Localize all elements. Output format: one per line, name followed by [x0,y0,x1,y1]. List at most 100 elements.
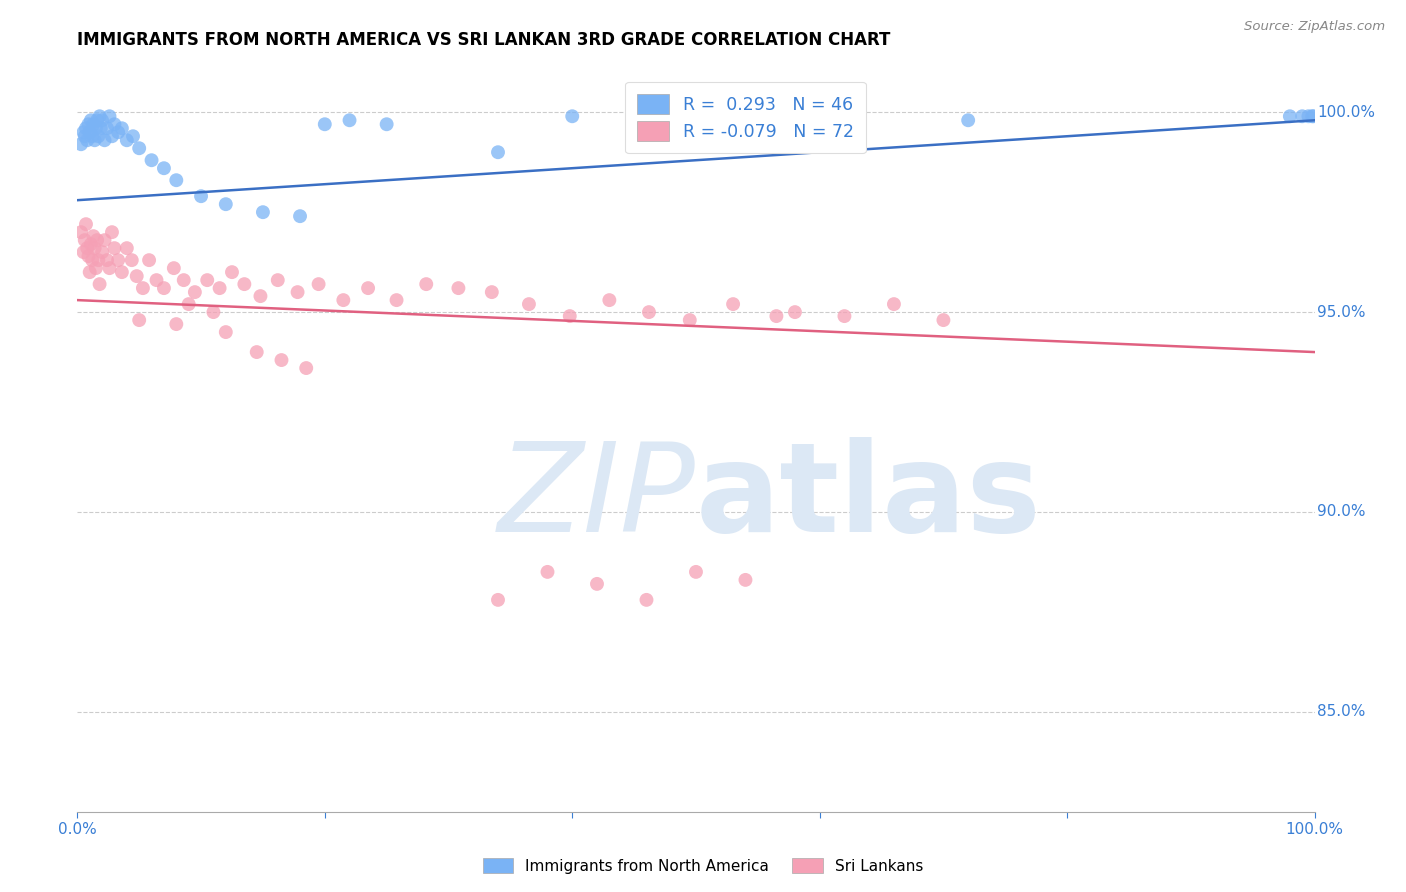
Point [86,233,108,247]
Point [636,593,658,607]
Point [82,229,104,244]
Point [679,313,702,327]
Point [115,133,138,147]
Point [111,121,134,136]
Point [685,565,707,579]
Point [558,309,581,323]
Point [1301,109,1323,123]
Point [75,121,97,136]
Point [82,129,104,144]
Point [385,293,408,307]
Point [638,305,661,319]
Point [208,281,231,295]
Point [195,273,218,287]
Text: IMMIGRANTS FROM NORTH AMERICA VS SRI LANKAN 3RD GRADE CORRELATION CHART: IMMIGRANTS FROM NORTH AMERICA VS SRI LAN… [77,31,891,49]
Point [96,253,118,268]
Point [481,285,503,299]
Point [121,253,143,268]
Text: 100.0%: 100.0% [1317,104,1375,120]
Point [84,121,107,136]
Point [153,281,176,295]
Point [70,225,93,239]
Point [1278,109,1301,123]
Point [1291,109,1313,123]
Point [86,113,108,128]
Point [107,125,129,139]
Point [70,137,93,152]
Point [486,145,509,160]
Point [90,121,112,136]
Point [221,265,243,279]
Point [165,173,187,187]
Point [339,113,361,128]
Point [91,245,114,260]
Point [122,129,145,144]
Point [233,277,256,292]
Point [287,285,309,299]
Point [87,129,110,144]
Point [82,117,104,131]
Legend: R =  0.293   N = 46, R = -0.079   N = 72: R = 0.293 N = 46, R = -0.079 N = 72 [626,82,866,153]
Point [332,293,354,307]
Point [270,353,292,368]
Point [76,241,98,255]
Point [517,297,540,311]
Point [215,325,238,339]
Point [267,273,290,287]
Point [747,113,769,128]
Point [202,305,225,319]
Point [308,277,330,292]
Point [72,245,94,260]
Point [765,309,787,323]
Point [783,305,806,319]
Text: atlas: atlas [696,437,1042,558]
Point [75,217,97,231]
Point [190,189,212,203]
Point [98,109,121,123]
Point [145,273,167,287]
Point [87,253,110,268]
Point [89,277,111,292]
Point [1302,109,1324,123]
Point [173,273,195,287]
Point [288,209,311,223]
Point [165,317,187,331]
Point [486,593,509,607]
Point [79,265,101,279]
Point [932,313,955,327]
Point [89,109,111,123]
Point [115,241,138,255]
Point [1298,109,1320,123]
Point [153,161,176,176]
Point [125,269,148,284]
Text: 95.0%: 95.0% [1317,304,1365,319]
Point [246,345,269,359]
Point [73,129,96,144]
Point [82,253,104,268]
Point [101,129,124,144]
Point [721,297,744,311]
Point [93,233,115,247]
Point [357,281,380,295]
Point [734,573,756,587]
Point [83,241,105,255]
Point [91,113,114,128]
Point [76,133,98,147]
Point [111,265,134,279]
Point [103,117,125,131]
Legend: Immigrants from North America, Sri Lankans: Immigrants from North America, Sri Lanka… [477,852,929,880]
Point [447,281,470,295]
Point [138,253,160,268]
Point [80,237,103,252]
Point [586,577,609,591]
Point [73,233,96,247]
Text: 85.0%: 85.0% [1317,705,1365,719]
Point [252,205,274,219]
Point [163,261,186,276]
Text: Source: ZipAtlas.com: Source: ZipAtlas.com [1244,20,1385,33]
Point [96,121,118,136]
Point [77,249,100,263]
Point [72,125,94,139]
Point [215,197,238,211]
Point [536,565,558,579]
